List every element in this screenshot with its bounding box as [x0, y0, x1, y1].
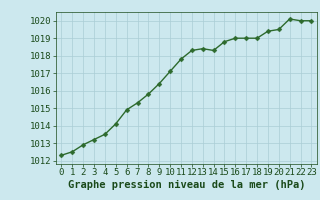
X-axis label: Graphe pression niveau de la mer (hPa): Graphe pression niveau de la mer (hPa): [68, 180, 305, 190]
